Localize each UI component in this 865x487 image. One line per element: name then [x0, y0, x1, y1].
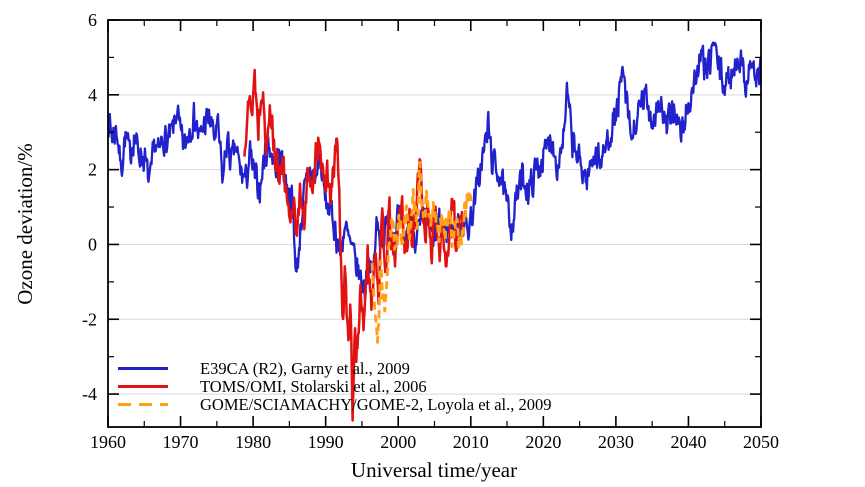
x-tick-label-1960: 1960 — [90, 432, 126, 452]
y-tick-label-4: 4 — [88, 85, 97, 105]
legend-item-toms-omi: TOMS/OMI, Stolarski et al., 2006 — [118, 378, 552, 395]
y-tick-label-2: 2 — [88, 160, 97, 180]
y-tick-label--4: -4 — [82, 384, 97, 404]
x-tick-label-2030: 2030 — [598, 432, 634, 452]
x-tick-label-2020: 2020 — [525, 432, 561, 452]
legend-item-e39ca: E39CA (R2), Garny et al., 2009 — [118, 360, 552, 377]
legend-label-e39ca: E39CA (R2), Garny et al., 2009 — [200, 359, 410, 378]
legend-label-gome: GOME/SCIAMACHY/GOME-2, Loyola et al., 20… — [200, 395, 552, 414]
x-axis-title: Universal time/year — [350, 458, 518, 482]
legend-line-sample-orange — [118, 403, 168, 406]
y-tick-label--2: -2 — [82, 309, 97, 329]
series-line-gome-sciamachy-gome2 — [370, 161, 473, 344]
series-line-e39ca-r2 — [108, 41, 761, 302]
x-tick-label-2040: 2040 — [670, 432, 706, 452]
x-tick-label-2050: 2050 — [743, 432, 779, 452]
x-tick-label-2010: 2010 — [453, 432, 489, 452]
y-tick-label-0: 0 — [88, 234, 97, 254]
legend-line-sample-red — [118, 385, 168, 388]
x-tick-label-1990: 1990 — [308, 432, 344, 452]
x-tick-label-1970: 1970 — [163, 432, 199, 452]
y-tick-label-6: 6 — [88, 10, 97, 30]
x-tick-label-2000: 2000 — [380, 432, 416, 452]
x-tick-label-1980: 1980 — [235, 432, 271, 452]
y-axis-title: Ozone deviation/% — [13, 143, 37, 305]
legend: E39CA (R2), Garny et al., 2009 TOMS/OMI,… — [118, 360, 552, 413]
legend-label-toms-omi: TOMS/OMI, Stolarski et al., 2006 — [200, 377, 427, 396]
legend-item-gome: GOME/SCIAMACHY/GOME-2, Loyola et al., 20… — [118, 396, 552, 413]
legend-line-sample-blue — [118, 367, 168, 370]
